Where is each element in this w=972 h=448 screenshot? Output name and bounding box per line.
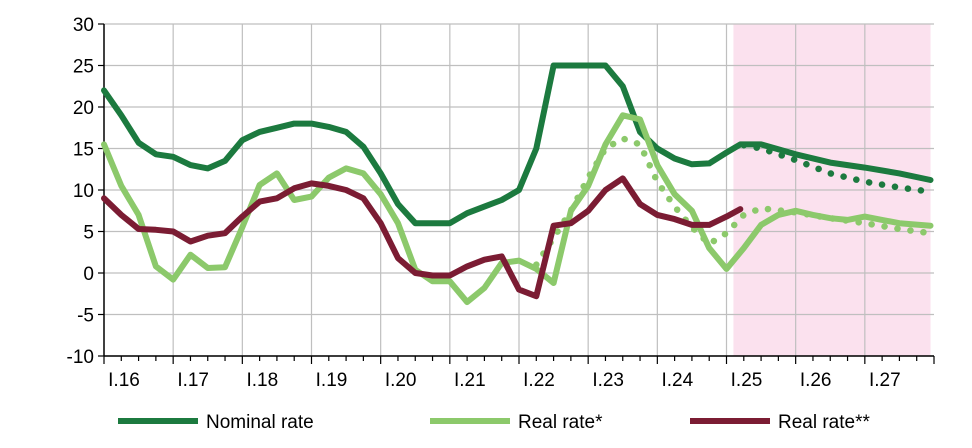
x-tick-label-I.18: I.18 — [246, 370, 278, 391]
x-tick-label-I.23: I.23 — [592, 370, 624, 391]
y-tick-label-25: 25 — [73, 57, 94, 78]
x-tick-label-I.16: I.16 — [108, 370, 140, 391]
x-tick-label-I.21: I.21 — [454, 370, 486, 391]
series-line-nominal-rate-alt-scenario — [740, 141, 934, 195]
y-tick-label-10: 10 — [73, 181, 94, 202]
x-tick-label-I.22: I.22 — [523, 370, 555, 391]
x-tick-label-I.20: I.20 — [385, 370, 417, 391]
series-line-real-rate — [101, 112, 934, 306]
y-tick-label-30: 30 — [73, 15, 94, 36]
x-tick-label-I.27: I.27 — [869, 370, 901, 391]
legend-label-real-rate-2: Real rate** — [778, 412, 870, 433]
x-tick-label-I.25: I.25 — [731, 370, 763, 391]
y-tick-label-5: 5 — [83, 223, 94, 244]
axis-layer: -10 -5 0 5 10 15 20 25 30 I.16 I.17 I.18 I.19 I.20 I.2… — [67, 15, 935, 391]
y-tick-label-15: 15 — [73, 140, 94, 161]
y-tick-label--5: -5 — [77, 306, 94, 327]
x-tick-label-I.17: I.17 — [177, 370, 209, 391]
y-tick-label-0: 0 — [83, 264, 94, 285]
y-tick-label--10: -10 — [67, 347, 94, 368]
series-line-nominal-rate — [101, 62, 934, 227]
legend-label-real-rate-1: Real rate* — [518, 412, 603, 433]
y-tick-label-20: 20 — [73, 98, 94, 119]
legend-label-nominal-rate: Nominal rate — [206, 412, 314, 433]
legend: Nominal rate Real rate* Real rate** — [118, 412, 870, 433]
x-tick-label-I.24: I.24 — [661, 370, 693, 391]
series-line-real-rate — [101, 175, 744, 300]
series-layer — [101, 62, 934, 306]
x-tick-label-I.19: I.19 — [316, 370, 348, 391]
x-tick-label-I.26: I.26 — [800, 370, 832, 391]
